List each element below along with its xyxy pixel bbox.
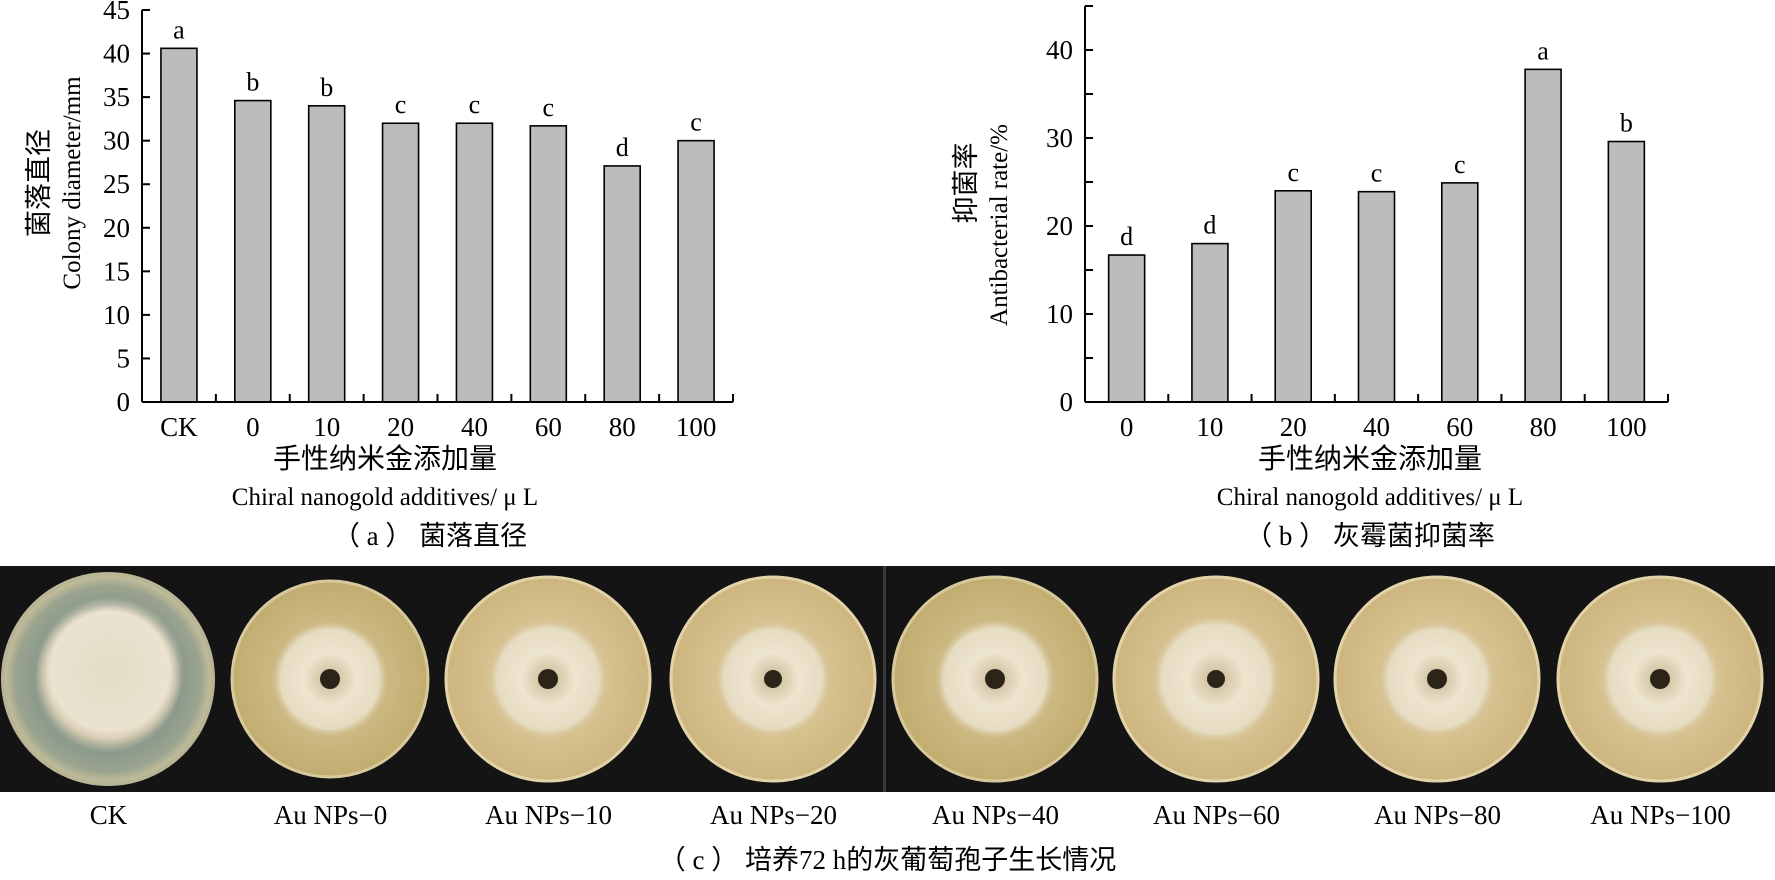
- a-y-tick-label: 35: [103, 82, 130, 112]
- plate-ck: [1, 572, 215, 786]
- b-bar: [1357, 190, 1396, 403]
- a-significance-letter: c: [690, 108, 702, 137]
- chart-a-colony-diameter: a b b c c c d c 0 5 10 15 20 25 30 35 40 45 CK 0 10 20 40 60 80…: [24, 0, 734, 551]
- chart-b-antibacterial-rate: d d c c c a b 0 10 20 30 40 0 10 20 40 60 80 100 抑菌率 Anti…: [951, 5, 1669, 551]
- b-significance-letter: c: [1371, 159, 1383, 188]
- a-significance-letter: c: [543, 93, 555, 122]
- a-y-tick-label: 40: [103, 39, 130, 69]
- b-significance-letter: d: [1120, 222, 1133, 251]
- b-category-label: 0: [1120, 412, 1134, 442]
- b-category-label: 40: [1363, 412, 1390, 442]
- a-y-tick-label: 20: [103, 213, 130, 243]
- a-category-label: 20: [387, 412, 414, 442]
- a-category-label: 60: [535, 412, 562, 442]
- plate-label-au-40: Au NPs−40: [932, 800, 1059, 830]
- a-bar: [381, 122, 420, 403]
- a-category-label: 10: [313, 412, 340, 442]
- a-significance-letter: c: [395, 90, 407, 119]
- a-bar: [234, 99, 272, 403]
- b-y-tick-label: 10: [1046, 299, 1073, 329]
- plate-au-40: [891, 575, 1099, 783]
- plate-label-au-60: Au NPs−60: [1153, 800, 1280, 830]
- a-significance-letter: b: [320, 73, 333, 102]
- plate-label-au-0: Au NPs−0: [273, 800, 388, 830]
- plate-au-0: [230, 579, 430, 779]
- a-bar: [307, 105, 346, 403]
- b-category-label: 100: [1606, 412, 1647, 442]
- plate-label-au-100: Au NPs−100: [1590, 800, 1731, 830]
- a-significance-letter: b: [246, 68, 259, 97]
- chart-a-xlabel: Chiral nanogold additives/ μ L: [232, 484, 538, 511]
- plate-au-80: [1333, 575, 1541, 783]
- a-significance-letter: a: [173, 15, 185, 44]
- chart-a-caption: （ a ） 菌落直径: [333, 521, 527, 551]
- plate-label-ck: CK: [89, 800, 128, 830]
- chart-b-bars: d d c c c a b: [1107, 36, 1646, 403]
- b-bar: [1274, 190, 1313, 403]
- chart-a-axes: 0 5 10 15 20 25 30 35 40 45 CK 0 10 20 40 60 80 100: [103, 0, 734, 442]
- a-bar: [603, 165, 641, 403]
- b-significance-letter: c: [1287, 158, 1299, 187]
- a-significance-letter: c: [469, 90, 481, 119]
- b-y-tick-label: 40: [1046, 35, 1073, 65]
- b-significance-letter: c: [1454, 150, 1466, 179]
- a-category-label: CK: [160, 412, 198, 442]
- a-category-label: 100: [676, 412, 717, 442]
- plate-label-au-80: Au NPs−80: [1374, 800, 1501, 830]
- b-bar: [1191, 242, 1229, 403]
- plate-au-60: [1112, 575, 1320, 783]
- plate-label-au-20: Au NPs−20: [710, 800, 837, 830]
- petri-dish-photo-strip: [0, 566, 1775, 792]
- b-category-label: 20: [1280, 412, 1307, 442]
- a-significance-letter: d: [616, 133, 629, 162]
- a-bar: [160, 47, 198, 403]
- a-y-tick-label: 5: [117, 343, 131, 373]
- b-y-tick-label: 0: [1060, 387, 1074, 417]
- chart-a-ylabel-cn: 菌落直径: [24, 129, 54, 237]
- b-y-tick-label: 30: [1046, 123, 1073, 153]
- chart-a-xlabel-cn: 手性纳米金添加量: [273, 443, 497, 475]
- b-significance-letter: d: [1203, 211, 1216, 240]
- chart-b-ylabel-cn: 抑菌率: [951, 143, 981, 224]
- chart-b-xlabel: Chiral nanogold additives/ μ L: [1217, 484, 1523, 511]
- b-category-label: 60: [1446, 412, 1473, 442]
- b-category-label: 10: [1196, 412, 1223, 442]
- a-category-label: 80: [609, 412, 636, 442]
- b-bar: [1440, 182, 1479, 403]
- a-bar: [677, 139, 715, 403]
- chart-b-caption: （ b ） 灰霉菌抑菌率: [1245, 521, 1495, 551]
- a-category-label: 40: [461, 412, 488, 442]
- plate-au-100: [1556, 575, 1764, 783]
- a-category-label: 0: [246, 412, 260, 442]
- a-bar: [455, 122, 494, 403]
- chart-a-ylabel: Colony diameter/mm: [59, 76, 86, 290]
- chart-a-bars: a b b c c c d c: [160, 15, 715, 403]
- chart-b-axes: 0 10 20 30 40 0 10 20 40 60 80 100: [1046, 5, 1669, 442]
- a-y-tick-label: 0: [117, 387, 131, 417]
- chart-b-ylabel: Antibacterial rate/%: [986, 124, 1013, 326]
- chart-b-xlabel-cn: 手性纳米金添加量: [1258, 443, 1482, 475]
- a-y-tick-label: 45: [103, 0, 130, 25]
- a-y-tick-label: 25: [103, 169, 130, 199]
- b-y-tick-label: 20: [1046, 211, 1073, 241]
- b-significance-letter: a: [1537, 36, 1549, 65]
- a-y-tick-label: 15: [103, 256, 130, 286]
- a-y-tick-label: 30: [103, 126, 130, 156]
- plate-label-au-10: Au NPs−10: [485, 800, 612, 830]
- a-bar: [529, 125, 568, 403]
- plate-au-10: [444, 575, 652, 783]
- chart-c-caption: （ c ） 培养72 h的灰葡萄孢子生长情况: [658, 845, 1117, 875]
- b-bar: [1107, 254, 1146, 403]
- b-bar: [1607, 140, 1646, 403]
- b-category-label: 80: [1530, 412, 1557, 442]
- a-y-tick-label: 10: [103, 300, 130, 330]
- plate-au-20: [669, 575, 877, 783]
- b-bar: [1524, 68, 1562, 403]
- b-significance-letter: b: [1620, 109, 1633, 138]
